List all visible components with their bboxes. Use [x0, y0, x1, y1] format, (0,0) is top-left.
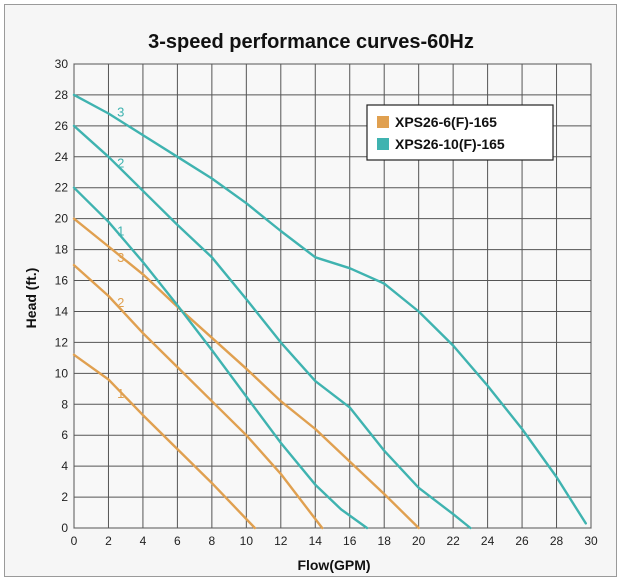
series-line-xps26-6-speed-3 [72, 217, 420, 530]
y-tick-label: 10 [55, 366, 69, 380]
y-tick-label: 16 [55, 274, 69, 288]
y-tick-label: 26 [55, 119, 69, 133]
x-tick-label: 28 [550, 534, 564, 548]
legend-entry-label: XPS26-10(F)-165 [395, 136, 505, 152]
y-axis-label: Head (ft.) [23, 268, 39, 329]
x-tick-label: 10 [240, 534, 254, 548]
x-tick-label: 12 [274, 534, 288, 548]
x-tick-label: 20 [412, 534, 426, 548]
x-tick-label: 26 [515, 534, 529, 548]
y-tick-label: 22 [55, 181, 69, 195]
x-tick-label: 4 [140, 534, 147, 548]
x-axis-ticks: 0 2 4 6 8 10 12 14 16 18 20 22 24 26 28 30 [71, 534, 598, 548]
curve-speed-label: 1 [117, 386, 124, 401]
curve-speed-label: 1 [117, 224, 124, 239]
x-axis-label: Flow(GPM) [297, 557, 370, 573]
x-tick-label: 30 [584, 534, 598, 548]
x-tick-label: 16 [343, 534, 357, 548]
series-line-xps26-6-speed-1 [72, 353, 257, 530]
x-tick-label: 6 [174, 534, 181, 548]
x-tick-label: 0 [71, 534, 78, 548]
curve-speed-label: 2 [117, 295, 124, 310]
y-tick-label: 4 [61, 459, 68, 473]
y-tick-label: 24 [55, 150, 69, 164]
y-tick-label: 6 [61, 428, 68, 442]
y-tick-label: 8 [61, 397, 68, 411]
x-tick-label: 22 [446, 534, 460, 548]
x-tick-label: 18 [378, 534, 392, 548]
x-tick-label: 24 [481, 534, 495, 548]
series-lines [72, 93, 587, 530]
curve-speed-label: 2 [117, 156, 124, 171]
x-tick-label: 14 [309, 534, 323, 548]
chart-title: 3-speed performance curves-60Hz [148, 31, 474, 53]
curve-labels: 1 2 3 1 2 3 [117, 105, 124, 401]
series-line-xps26-6-speed-2 [72, 263, 324, 530]
y-tick-label: 28 [55, 88, 69, 102]
y-tick-label: 14 [55, 304, 69, 318]
y-tick-label: 18 [55, 243, 69, 257]
legend-entry-label: XPS26-6(F)-165 [395, 114, 497, 130]
x-tick-label: 8 [209, 534, 216, 548]
y-tick-label: 20 [55, 212, 69, 226]
series-line-xps26-10-speed-1 [72, 186, 369, 530]
legend-swatch [377, 138, 389, 150]
legend-swatch [377, 116, 389, 128]
legend-box [366, 104, 554, 161]
curve-speed-label: 3 [117, 105, 124, 120]
y-tick-label: 0 [61, 521, 68, 535]
x-tick-label: 2 [105, 534, 112, 548]
series-line-xps26-10-speed-3 [72, 93, 587, 525]
y-tick-label: 12 [55, 335, 69, 349]
series-line-xps26-10-speed-2 [72, 124, 472, 530]
y-tick-label: 2 [61, 490, 68, 504]
curve-speed-label: 3 [117, 250, 124, 265]
legend: XPS26-6(F)-165 XPS26-10(F)-165 [366, 104, 554, 161]
y-tick-label: 30 [55, 57, 69, 71]
